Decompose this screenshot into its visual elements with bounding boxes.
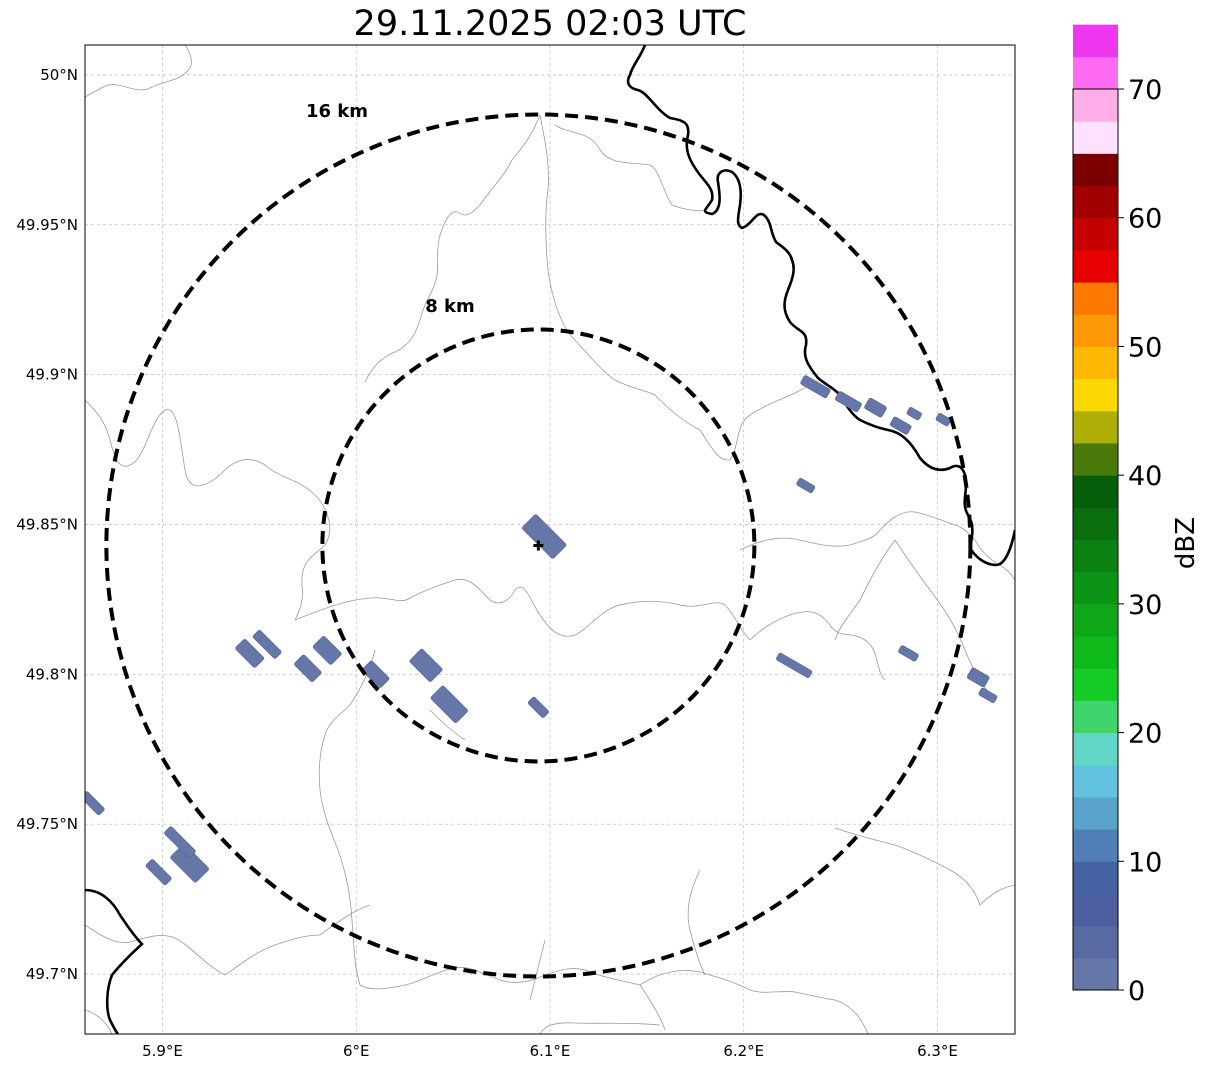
radar-echo — [906, 407, 922, 421]
colorbar-segment — [1073, 56, 1118, 90]
colorbar-segment — [1073, 121, 1118, 154]
colorbar-segment — [1073, 249, 1118, 283]
colorbar-segment — [1073, 893, 1118, 927]
colorbar-tick-label: 50 — [1128, 332, 1162, 363]
radar-echo — [145, 859, 172, 886]
colorbar-label: dBZ — [1171, 517, 1201, 569]
radar-echo — [796, 478, 816, 494]
colorbar-tick-label: 40 — [1128, 461, 1162, 492]
radar-echo — [776, 652, 813, 678]
colorbar-segment — [1073, 925, 1118, 959]
colorbar-segment — [1073, 314, 1118, 347]
range-rings — [104, 112, 973, 979]
colorbar-segment — [1073, 410, 1118, 444]
colorbar-segment — [1073, 539, 1118, 573]
dbz-colorbar — [1072, 24, 1119, 991]
lon-tick-label: 5.9°E — [142, 1042, 183, 1060]
national-border — [85, 45, 1015, 1034]
radar-echo — [800, 375, 831, 399]
map-frame — [84, 44, 1016, 1035]
colorbar-tick-label: 20 — [1128, 719, 1162, 750]
radar-echo — [835, 391, 862, 413]
lat-tick-label: 49.7°N — [26, 965, 78, 983]
colorbar-segment — [1073, 829, 1118, 862]
radar-echo — [252, 630, 282, 659]
radar-echo — [170, 843, 209, 883]
colorbar-ticks: 0 10 20 30 40 50 60 70 — [1118, 75, 1162, 1007]
colorbar-tick-label: 60 — [1128, 204, 1162, 235]
lat-tick-label: 49.85°N — [16, 516, 78, 534]
colorbar-segment — [1073, 668, 1118, 701]
radar-echoes — [85, 375, 998, 886]
lat-tick-label: 49.75°N — [16, 815, 78, 833]
radar-echo — [935, 413, 951, 427]
colorbar-segment — [1073, 378, 1118, 412]
colorbar-segment — [1073, 185, 1118, 219]
range-ring-label: 8 km — [425, 296, 475, 317]
radar-echo — [312, 636, 342, 665]
lat-tick-label: 49.8°N — [26, 665, 78, 683]
radar-echo — [430, 685, 468, 723]
colorbar-segment — [1073, 282, 1118, 315]
colorbar-tick-label: 0 — [1128, 976, 1145, 1007]
radar-echo — [85, 791, 105, 816]
lon-tick-label: 6.2°E — [723, 1042, 764, 1060]
lat-tick-label: 50°N — [40, 66, 78, 84]
colorbar-tick-label: 70 — [1128, 75, 1162, 106]
grid — [85, 45, 1015, 1034]
radar-echo — [966, 667, 990, 688]
colorbar-tick-label: 30 — [1128, 590, 1162, 621]
colorbar-segment — [1073, 217, 1118, 251]
lat-tick-label: 49.9°N — [26, 366, 78, 384]
radar-echo — [889, 416, 912, 435]
lon-tick-label: 6°E — [343, 1042, 370, 1060]
colorbar-segment — [1073, 571, 1118, 605]
lat-tick-label: 49.95°N — [16, 216, 78, 234]
colorbar-segment — [1073, 861, 1118, 894]
lon-tick-label: 6.1°E — [530, 1042, 571, 1060]
range-ring — [104, 112, 973, 979]
colorbar-segment — [1073, 24, 1118, 58]
colorbar-segment — [1073, 603, 1118, 637]
colorbar-segment — [1073, 957, 1118, 991]
colorbar-segment — [1073, 89, 1118, 122]
colorbar-segment — [1073, 796, 1118, 830]
radar-echo — [527, 696, 549, 718]
colorbar-segment — [1073, 507, 1118, 540]
admin-borders — [85, 45, 1015, 1034]
radar-echo — [294, 654, 322, 682]
range-ring-label: 16 km — [306, 101, 368, 122]
colorbar-segment — [1073, 442, 1118, 476]
lon-tick-label: 6.3°E — [917, 1042, 958, 1060]
radar-echo — [164, 826, 196, 858]
colorbar-frame — [1072, 88, 1119, 991]
colorbar-segment — [1073, 732, 1118, 766]
radar-echo — [864, 397, 887, 418]
colorbar-segment — [1073, 153, 1118, 187]
map-title: 29.11.2025 02:03 UTC — [353, 4, 747, 44]
radar-echo — [978, 687, 998, 703]
colorbar-tick-label: 10 — [1128, 847, 1162, 878]
radar-site-marker — [533, 540, 544, 551]
radar-echo — [898, 645, 919, 662]
range-ring-labels: 8 km 16 km — [306, 101, 475, 317]
colorbar-segment — [1073, 700, 1118, 734]
range-ring — [320, 327, 757, 764]
colorbar-segment — [1073, 636, 1118, 669]
map-layers — [85, 45, 1015, 1034]
colorbar-segment — [1073, 764, 1118, 798]
radar-echo — [409, 648, 443, 682]
colorbar-segment — [1073, 475, 1118, 508]
axis-tick-labels: 5.9°E 6°E 6.1°E 6.2°E 6.3°E 50°N 49.95°N 49.9°N… — [16, 66, 958, 1060]
colorbar-segment — [1073, 346, 1118, 380]
radar-echo — [235, 639, 265, 668]
